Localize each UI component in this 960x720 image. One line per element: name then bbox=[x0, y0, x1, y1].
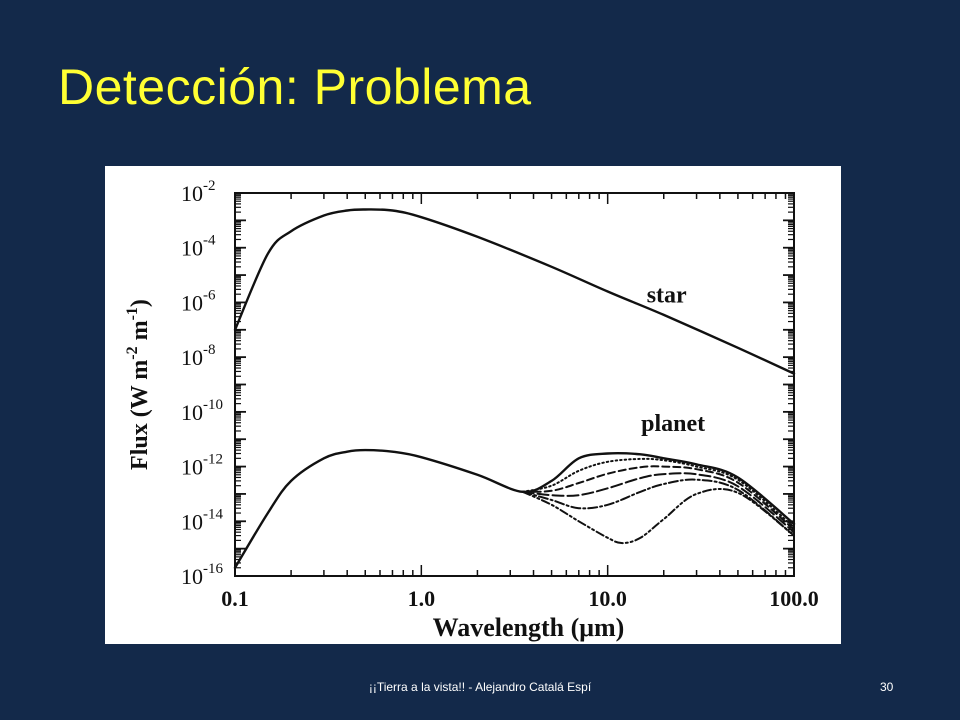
series-line-variant-4 bbox=[521, 472, 795, 534]
series-line-variant-5 bbox=[521, 478, 795, 537]
y-axis-label: Flux (W m-2 m-1) bbox=[124, 299, 153, 470]
y-tick-label: 10-4 bbox=[181, 233, 216, 261]
x-tick-label: 100.0 bbox=[769, 586, 819, 611]
series-label-star: star bbox=[647, 282, 687, 308]
y-tick-label: 10-10 bbox=[181, 397, 223, 425]
y-tick-label: 10-16 bbox=[181, 561, 223, 589]
y-tick-label: 10-14 bbox=[181, 506, 223, 534]
series-line-star bbox=[233, 208, 796, 375]
y-tick-label: 10-12 bbox=[181, 452, 223, 480]
y-tick-label: 10-8 bbox=[181, 342, 216, 370]
footer-text: ¡¡Tierra a la vista!! - Alejandro Catalá… bbox=[368, 680, 592, 694]
series-line-variant-6 bbox=[521, 487, 795, 545]
slide-number: 30 bbox=[880, 680, 894, 694]
chart-panel: 0.1 1.0 10.0 100.0 10-2 10-4 10-6 10-8 10-10 10-1… bbox=[105, 166, 841, 644]
series-line-variant-2 bbox=[521, 457, 795, 529]
labels-layer: 0.1 1.0 10.0 100.0 10-2 10-4 10-6 10-8 10-10 10-1… bbox=[124, 178, 819, 642]
series-layer bbox=[233, 208, 796, 569]
x-tick-label: 0.1 bbox=[221, 586, 249, 611]
y-tick-label: 10-2 bbox=[181, 178, 216, 206]
x-tick-label: 1.0 bbox=[408, 586, 436, 611]
slide-title: Detección: Problema bbox=[58, 59, 532, 115]
flux-chart: 0.1 1.0 10.0 100.0 10-2 10-4 10-6 10-8 10-10 10-1… bbox=[124, 178, 819, 642]
x-axis-label: Wavelength (μm) bbox=[433, 613, 625, 642]
series-line-variant-3 bbox=[521, 465, 795, 531]
series-label-planet: planet bbox=[641, 411, 705, 437]
x-tick-label: 10.0 bbox=[588, 586, 627, 611]
y-tick-label: 10-6 bbox=[181, 287, 216, 315]
series-line-planet bbox=[233, 448, 796, 569]
axes-layer bbox=[234, 192, 795, 577]
